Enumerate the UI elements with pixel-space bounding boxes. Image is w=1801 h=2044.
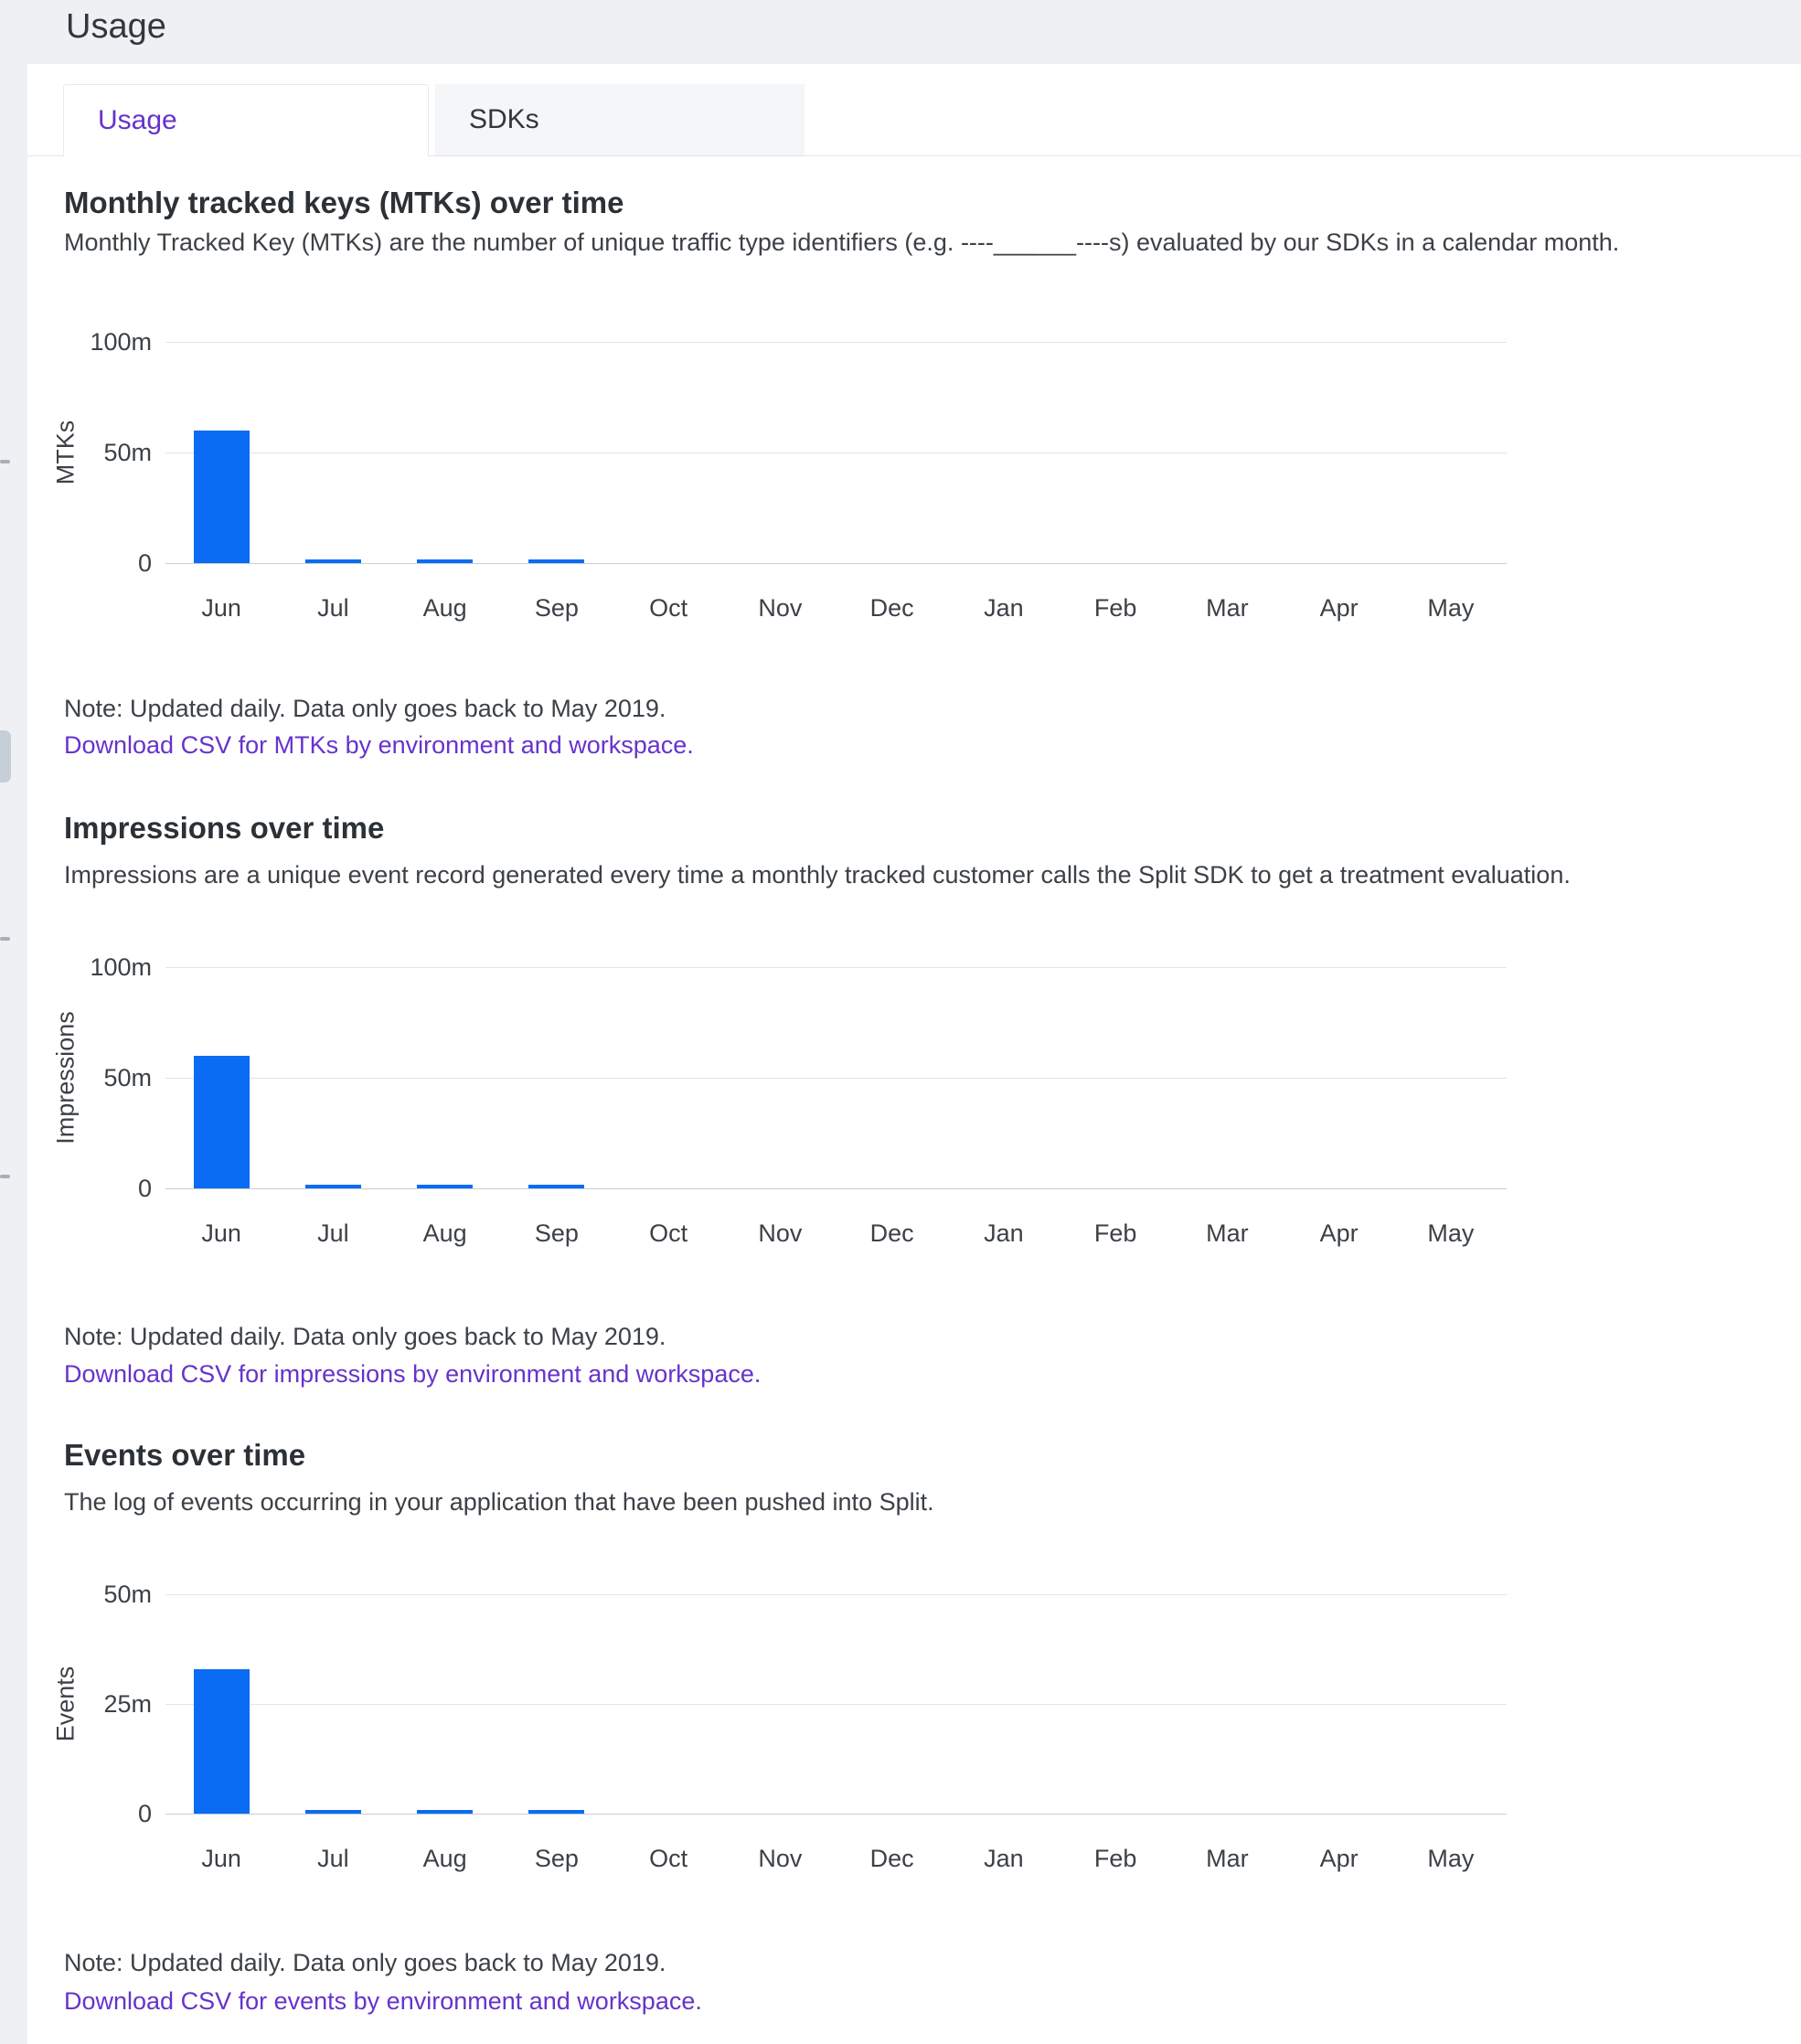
x-tick-label-may: May (1427, 1219, 1475, 1247)
gridline-0 (165, 1814, 1507, 1815)
x-tick-label-jan: Jan (984, 594, 1024, 622)
x-tick-label-may: May (1427, 594, 1475, 622)
gridline-50m (165, 452, 1507, 453)
gridline-0 (165, 1188, 1507, 1189)
y-tick-label: 0 (137, 1800, 152, 1827)
x-tick-label-apr: Apr (1319, 594, 1359, 622)
y-tick-label: 100m (90, 328, 152, 356)
x-tick-label-mar: Mar (1206, 1219, 1249, 1247)
events-section-description: The log of events occurring in your appl… (64, 1488, 934, 1516)
y-tick-label: 100m (90, 953, 152, 981)
bar-jul[interactable] (304, 559, 361, 563)
x-tick-label-feb: Feb (1093, 594, 1137, 622)
gridline-50m (165, 1078, 1507, 1079)
bar-aug[interactable] (417, 559, 474, 563)
bar-jul[interactable] (304, 1185, 361, 1188)
x-tick-label-dec: Dec (869, 594, 914, 622)
tab-usage-label: Usage (98, 105, 177, 135)
bar-sep[interactable] (528, 1185, 585, 1188)
rail-tick-icon (0, 1175, 10, 1178)
bar-aug[interactable] (417, 1810, 474, 1814)
x-tick-label-jan: Jan (984, 1845, 1024, 1872)
y-axis-title: Impressions (51, 1011, 80, 1144)
bar-jun[interactable] (193, 431, 250, 563)
x-tick-label-oct: Oct (649, 594, 688, 622)
y-tick-label: 50m (103, 439, 152, 466)
x-tick-label-may: May (1427, 1845, 1475, 1872)
x-tick-label-aug: Aug (422, 1845, 467, 1872)
impressions-note: Note: Updated daily. Data only goes back… (64, 1323, 666, 1350)
tab-row-divider (27, 155, 1801, 156)
mtks-section-description: Monthly Tracked Key (MTKs) are the numbe… (64, 229, 1620, 256)
y-tick-label: 50m (103, 1581, 152, 1608)
x-tick-label-dec: Dec (869, 1845, 914, 1872)
x-tick-label-nov: Nov (758, 1219, 803, 1247)
mtks-section-heading: Monthly tracked keys (MTKs) over time (64, 186, 624, 219)
y-axis-title: MTKs (51, 420, 80, 485)
x-tick-label-jul: Jul (317, 1219, 349, 1247)
tab-sdks-label: SDKs (469, 104, 539, 134)
impressions-chart: 0 50m 100m Impressions Jun Jul Aug Sep Oct Nov Dec… (0, 953, 1801, 1260)
x-tick-label-apr: Apr (1319, 1845, 1359, 1872)
events-section-heading: Events over time (64, 1438, 306, 1472)
mtks-download-csv-link[interactable]: Download CSV for MTKs by environment and… (64, 731, 694, 759)
bar-jul[interactable] (304, 1810, 361, 1814)
x-tick-label-jun: Jun (201, 1845, 241, 1872)
bar-jun[interactable] (193, 1669, 250, 1814)
rail-tick-icon (0, 460, 10, 463)
y-tick-label: 0 (137, 1175, 152, 1202)
gridline-25m (165, 1704, 1507, 1705)
page-title: Usage (66, 7, 166, 46)
impressions-section-heading: Impressions over time (64, 811, 385, 845)
y-tick-label: 50m (103, 1064, 152, 1091)
x-tick-label-aug: Aug (422, 1219, 467, 1247)
x-tick-label-nov: Nov (758, 594, 803, 622)
y-axis-title: Events (51, 1666, 80, 1742)
x-tick-label-sep: Sep (534, 1845, 579, 1872)
x-tick-label-sep: Sep (534, 594, 579, 622)
impressions-section-description: Impressions are a unique event record ge… (64, 861, 1571, 889)
y-tick-label: 0 (137, 549, 152, 577)
x-tick-label-jul: Jul (317, 1845, 349, 1872)
x-tick-label-jun: Jun (201, 1219, 241, 1247)
bar-aug[interactable] (417, 1185, 474, 1188)
gridline-0 (165, 563, 1507, 564)
x-tick-label-feb: Feb (1093, 1219, 1137, 1247)
gridline-50m (165, 1594, 1507, 1595)
gridline-100m (165, 342, 1507, 343)
left-rail (0, 0, 27, 2044)
x-tick-label-sep: Sep (534, 1219, 579, 1247)
x-tick-label-apr: Apr (1319, 1219, 1359, 1247)
mtks-chart: 0 50m 100m MTKs Jun Jul Aug Sep Oct Nov Dec Jan Feb M… (0, 328, 1801, 634)
x-tick-label-nov: Nov (758, 1845, 803, 1872)
x-tick-label-feb: Feb (1093, 1845, 1137, 1872)
x-tick-label-dec: Dec (869, 1219, 914, 1247)
events-download-csv-link[interactable]: Download CSV for events by environment a… (64, 1987, 702, 2015)
x-tick-label-mar: Mar (1206, 1845, 1249, 1872)
events-chart: 0 25m 50m Events Jun Jul Aug Sep Oct Nov Dec Jan Feb… (0, 1581, 1801, 1887)
x-tick-label-mar: Mar (1206, 594, 1249, 622)
gridline-100m (165, 967, 1507, 968)
rail-tick-icon (0, 937, 10, 941)
impressions-download-csv-link[interactable]: Download CSV for impressions by environm… (64, 1360, 762, 1388)
mtks-note: Note: Updated daily. Data only goes back… (64, 695, 666, 722)
bar-sep[interactable] (528, 559, 585, 563)
tab-sdks[interactable]: SDKs (435, 84, 805, 155)
x-tick-label-oct: Oct (649, 1219, 688, 1247)
events-note: Note: Updated daily. Data only goes back… (64, 1949, 666, 1976)
x-tick-label-aug: Aug (422, 594, 467, 622)
tab-usage[interactable]: Usage (63, 84, 429, 156)
y-tick-label: 25m (103, 1690, 152, 1718)
x-tick-label-jul: Jul (317, 594, 349, 622)
x-tick-label-oct: Oct (649, 1845, 688, 1872)
top-band (0, 0, 1801, 64)
x-tick-label-jun: Jun (201, 594, 241, 622)
x-tick-label-jan: Jan (984, 1219, 1024, 1247)
rail-scroll-thumb[interactable] (0, 730, 11, 782)
bar-sep[interactable] (528, 1810, 585, 1814)
bar-jun[interactable] (193, 1056, 250, 1188)
